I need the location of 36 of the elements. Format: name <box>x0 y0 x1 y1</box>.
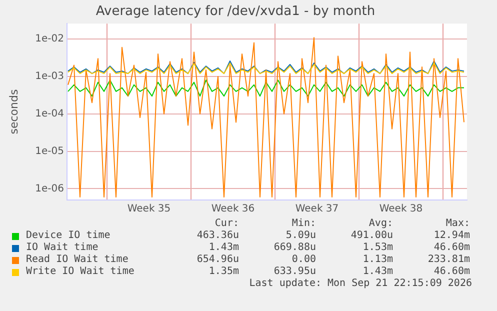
legend-label: Write IO Wait time <box>26 266 134 278</box>
x-tick-label: Week 35 <box>127 204 171 215</box>
y-tick-label: 1e-02 <box>35 34 64 45</box>
legend-label: Read IO Wait time <box>26 254 128 266</box>
y-tick-label: 1e-05 <box>35 146 64 157</box>
text: 1.43m <box>362 266 393 278</box>
text: 654.96u <box>196 254 239 266</box>
y-tick-label: 1e-03 <box>35 71 64 82</box>
chart-title: Average latency for /dev/xvda1 - by month <box>96 4 376 20</box>
text: Cur: <box>214 218 239 230</box>
text: 669.88u <box>272 242 316 254</box>
text: 1.13m <box>362 254 393 266</box>
y-tick-label: 1e-06 <box>35 183 64 194</box>
x-tick-label: Week 37 <box>295 204 339 215</box>
text: 463.36u <box>196 230 239 242</box>
text: 1.43m <box>208 242 239 254</box>
x-tick-label: Week 36 <box>211 204 255 215</box>
text: Avg: <box>368 218 393 230</box>
text: 0.00 <box>290 254 316 266</box>
x-tick-label: Week 38 <box>379 204 423 215</box>
text: 633.95u <box>272 266 316 278</box>
legend-label: IO Wait time <box>26 242 98 254</box>
text: 1.35m <box>208 266 239 278</box>
text: 491.00u <box>350 230 393 242</box>
text: Min: <box>290 218 316 230</box>
text: 46.60m <box>432 266 470 278</box>
text: Last update: Mon Sep 21 22:15:09 2026 <box>248 278 472 290</box>
y-tick-label: 1e-04 <box>35 108 64 120</box>
text: 46.60m <box>432 242 470 254</box>
text: Max: <box>444 218 470 230</box>
text: 1.53m <box>362 242 393 254</box>
y-axis-title: seconds <box>7 89 20 134</box>
text: 233.81m <box>426 254 470 266</box>
text: 5.09u <box>284 230 316 242</box>
text: 12.94m <box>432 230 470 242</box>
legend-label: Device IO time <box>26 230 110 242</box>
